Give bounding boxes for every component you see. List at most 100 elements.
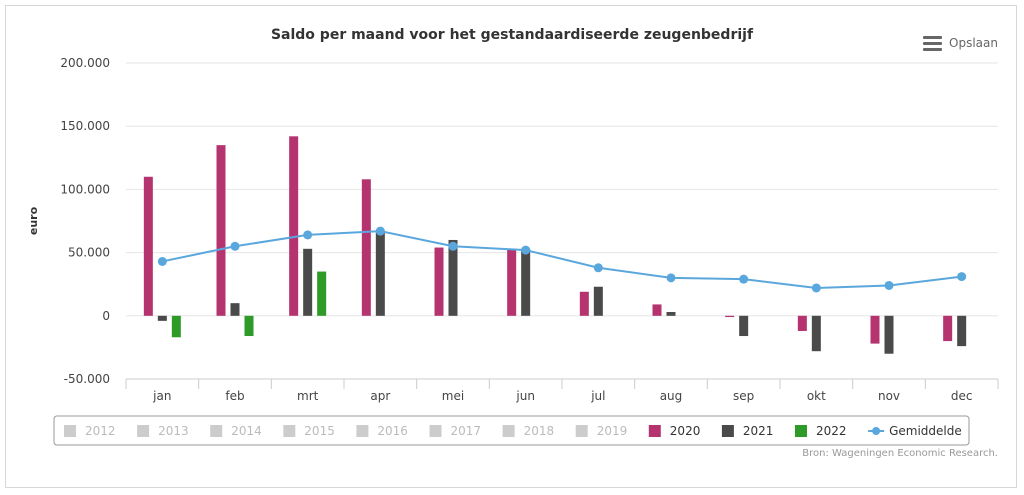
bar-2020-dec[interactable] [943, 315, 953, 342]
x-tick-label: mei [442, 389, 464, 403]
legend-label: Gemiddelde [889, 424, 962, 438]
average-point-nov[interactable] [884, 280, 894, 290]
menu-icon [923, 36, 942, 51]
y-tick-label: 200.000 [60, 56, 110, 70]
average-point-aug[interactable] [666, 273, 676, 283]
chart-container [5, 5, 1017, 488]
bar-2021-feb[interactable] [230, 303, 240, 316]
bar-2020-sep[interactable] [725, 315, 735, 318]
y-axis-title: euro [27, 206, 40, 235]
average-line [162, 230, 962, 289]
legend: 2012 2013 2014 2015 2016 2017 2018 2019 2020 2021… [64, 424, 962, 438]
legend-symbol [356, 425, 369, 437]
legend-item-2017[interactable]: 2017 [429, 424, 482, 438]
credits: Bron: Wageningen Economic Research. [802, 448, 998, 459]
legend-symbol [64, 425, 76, 437]
bar-2020-jan[interactable] [143, 176, 153, 316]
y-tick-label: 100.000 [60, 182, 110, 196]
average-point-mei[interactable] [448, 241, 458, 251]
bar-2021-nov[interactable] [884, 315, 894, 354]
average-point-apr[interactable] [375, 226, 385, 236]
bar-2022-feb[interactable] [244, 315, 254, 337]
bar-2020-mei[interactable] [434, 247, 444, 316]
bar-2020-apr[interactable] [361, 179, 371, 316]
bar-2022-jan[interactable] [171, 315, 181, 338]
bar-2021-aug[interactable] [666, 312, 676, 316]
bar-2021-jan[interactable] [157, 315, 167, 321]
average-point-jan[interactable] [157, 256, 167, 266]
legend-symbol [795, 425, 807, 437]
legend-symbol [648, 425, 661, 437]
y-tick-label: 0 [102, 309, 110, 323]
legend-label: 2020 [670, 424, 701, 438]
bar-2020-feb[interactable] [216, 145, 226, 316]
export-label: Opslaan [949, 36, 998, 50]
legend-item-2018[interactable]: 2018 [502, 424, 555, 438]
x-tick-label: feb [225, 389, 244, 403]
x-tick-label: jul [590, 389, 605, 403]
bar-2021-mrt[interactable] [303, 248, 313, 316]
legend-item-2016[interactable]: 2016 [356, 424, 408, 438]
y-axis-labels: -50.000 0 50.000 100.000 150.000 200.000 [60, 56, 110, 386]
x-tick-label: nov [878, 389, 900, 403]
bar-2021-okt[interactable] [811, 315, 821, 352]
average-point-feb[interactable] [230, 241, 240, 251]
x-tick-label: jan [152, 389, 171, 403]
bar-series [143, 136, 967, 354]
x-tick-label: mrt [297, 389, 319, 403]
legend-symbol [575, 425, 588, 437]
bar-2021-sep[interactable] [739, 315, 749, 337]
legend-symbol [283, 425, 296, 437]
legend-symbol-marker [872, 427, 881, 435]
legend-symbol [429, 425, 442, 437]
legend-item-2013[interactable]: 2013 [137, 424, 189, 438]
legend-item-2019[interactable]: 2019 [575, 424, 628, 438]
legend-item-2022[interactable]: 2022 [795, 424, 847, 438]
x-tick-label: aug [660, 389, 683, 403]
legend-label: 2014 [231, 424, 262, 438]
average-point-jul[interactable] [593, 263, 603, 273]
chart-title: Saldo per maand voor het gestandaardisee… [271, 27, 754, 43]
bar-2021-apr[interactable] [375, 231, 385, 316]
bar-2021-dec[interactable] [957, 315, 967, 347]
legend-label: 2012 [85, 424, 116, 438]
bar-2020-jun[interactable] [507, 248, 517, 316]
legend-symbol [721, 425, 734, 437]
legend-item-2020[interactable]: 2020 [648, 424, 701, 438]
legend-label: 2018 [524, 424, 555, 438]
legend-label: 2017 [451, 424, 482, 438]
x-tick-label: dec [951, 389, 973, 403]
x-tick-label: sep [733, 389, 754, 403]
bar-2021-mei[interactable] [448, 239, 458, 316]
average-point-sep[interactable] [739, 274, 749, 284]
average-point-dec[interactable] [957, 272, 967, 282]
legend-label: 2019 [597, 424, 628, 438]
bar-2021-jul[interactable] [593, 286, 603, 316]
legend-item-gemiddelde[interactable]: Gemiddelde [868, 424, 962, 438]
export-button[interactable]: Opslaan [923, 36, 998, 51]
bar-2020-nov[interactable] [870, 315, 880, 344]
legend-item-2014[interactable]: 2014 [210, 424, 262, 438]
average-point-okt[interactable] [811, 283, 821, 293]
legend-item-2015[interactable]: 2015 [283, 424, 335, 438]
legend-item-2021[interactable]: 2021 [721, 424, 774, 438]
bar-2020-okt[interactable] [797, 315, 807, 331]
x-axis: jan feb mrt apr mei jun jul aug sep okt nov dec [125, 378, 999, 403]
x-tick-label: okt [807, 389, 826, 403]
average-point-mrt[interactable] [303, 230, 313, 240]
bar-2021-jun[interactable] [521, 248, 531, 316]
legend-box [53, 415, 970, 446]
bar-2020-mrt[interactable] [289, 136, 299, 316]
y-tick-label: -50.000 [64, 372, 110, 386]
legend-symbol [502, 425, 515, 437]
legend-item-2012[interactable]: 2012 [64, 424, 116, 438]
average-point-jun[interactable] [521, 245, 531, 255]
x-tick-label: jun [515, 389, 535, 403]
legend-label: 2021 [743, 424, 774, 438]
bar-2020-jul[interactable] [579, 291, 589, 316]
legend-label: 2015 [304, 424, 335, 438]
bar-2022-mrt[interactable] [317, 271, 327, 316]
bar-2020-aug[interactable] [652, 304, 662, 316]
grid [126, 62, 998, 380]
